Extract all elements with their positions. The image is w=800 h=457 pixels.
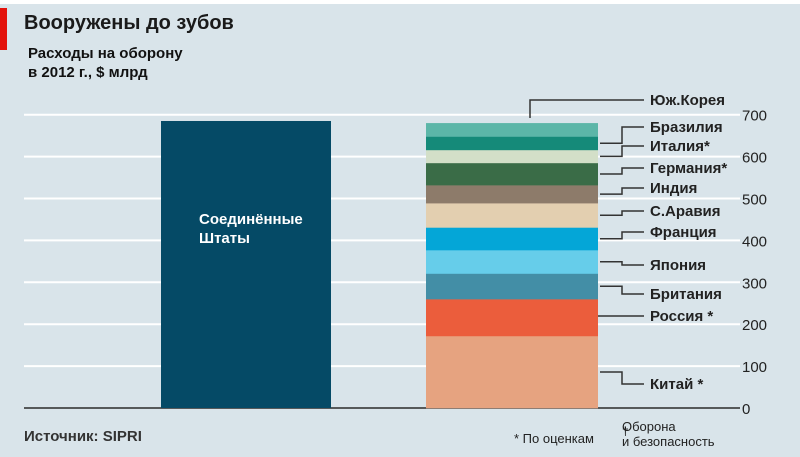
- dagger-note: Оборона и безопасность: [622, 419, 715, 449]
- bar-segment: [426, 227, 598, 251]
- leader-line: [529, 99, 644, 118]
- bar-label-us-line-2: Штаты: [199, 230, 250, 247]
- leader-line: [600, 167, 644, 175]
- subtitle-line-2: в 2012 г., $ млрд: [28, 64, 148, 81]
- dagger-note-line-2: и безопасность: [622, 434, 715, 449]
- bar-segment: [426, 203, 598, 228]
- bar-segment: [426, 185, 598, 204]
- bar-segment: [426, 335, 598, 409]
- tick-label: 300: [742, 275, 767, 292]
- tick-label: 200: [742, 317, 767, 334]
- leader-line: [600, 126, 644, 144]
- leader-line: [600, 145, 644, 158]
- leader-line: [600, 187, 644, 195]
- country-label: Италия*: [650, 138, 710, 155]
- country-label: Юж.Корея: [650, 92, 725, 109]
- leader-line: [600, 261, 644, 266]
- tick-label: 400: [742, 233, 767, 250]
- leader-line: [600, 210, 644, 217]
- bar-segment: [426, 273, 598, 300]
- bar-us: [161, 120, 331, 409]
- bar-segment: [426, 149, 598, 164]
- country-label: Китай *: [650, 376, 703, 393]
- country-label: Германия*: [650, 160, 727, 177]
- bar-label-us-line-1: Соединённые: [199, 211, 303, 228]
- country-label: Британия: [650, 286, 722, 303]
- tick-label: 0: [742, 401, 750, 418]
- leader-line: [600, 371, 644, 385]
- country-label: Франция: [650, 224, 717, 241]
- leader-line: [600, 231, 644, 240]
- country-label: С.Аравия: [650, 203, 721, 220]
- country-label: Япония: [650, 257, 706, 274]
- source-note: Источник: SIPRI: [24, 428, 142, 445]
- country-label: Россия *: [650, 308, 713, 325]
- bar-segment: [426, 299, 598, 337]
- subtitle-line-1: Расходы на оборону: [28, 45, 183, 62]
- bar-segment: [426, 162, 598, 186]
- chart-title: Вооружены до зубов: [24, 12, 234, 34]
- country-label: Индия: [650, 180, 697, 197]
- tick-label: 600: [742, 150, 767, 167]
- top-strip: [0, 0, 800, 4]
- tick-label: 100: [742, 359, 767, 376]
- chart-subtitle: Расходы на оборону в 2012 г., $ млрд: [28, 44, 183, 82]
- tick-label: 700: [742, 108, 767, 125]
- brand-red-mark: [0, 8, 7, 50]
- estimate-note: * По оценкам: [514, 431, 594, 446]
- tick-label: 500: [742, 192, 767, 209]
- dagger-icon: †: [622, 424, 629, 438]
- bar-segment: [426, 250, 598, 274]
- bar-segment: [426, 136, 598, 151]
- leader-line: [600, 285, 644, 295]
- dagger-note-line-1: Оборона: [622, 419, 676, 434]
- country-label: Бразилия: [650, 119, 723, 136]
- bar-segment: [426, 123, 598, 137]
